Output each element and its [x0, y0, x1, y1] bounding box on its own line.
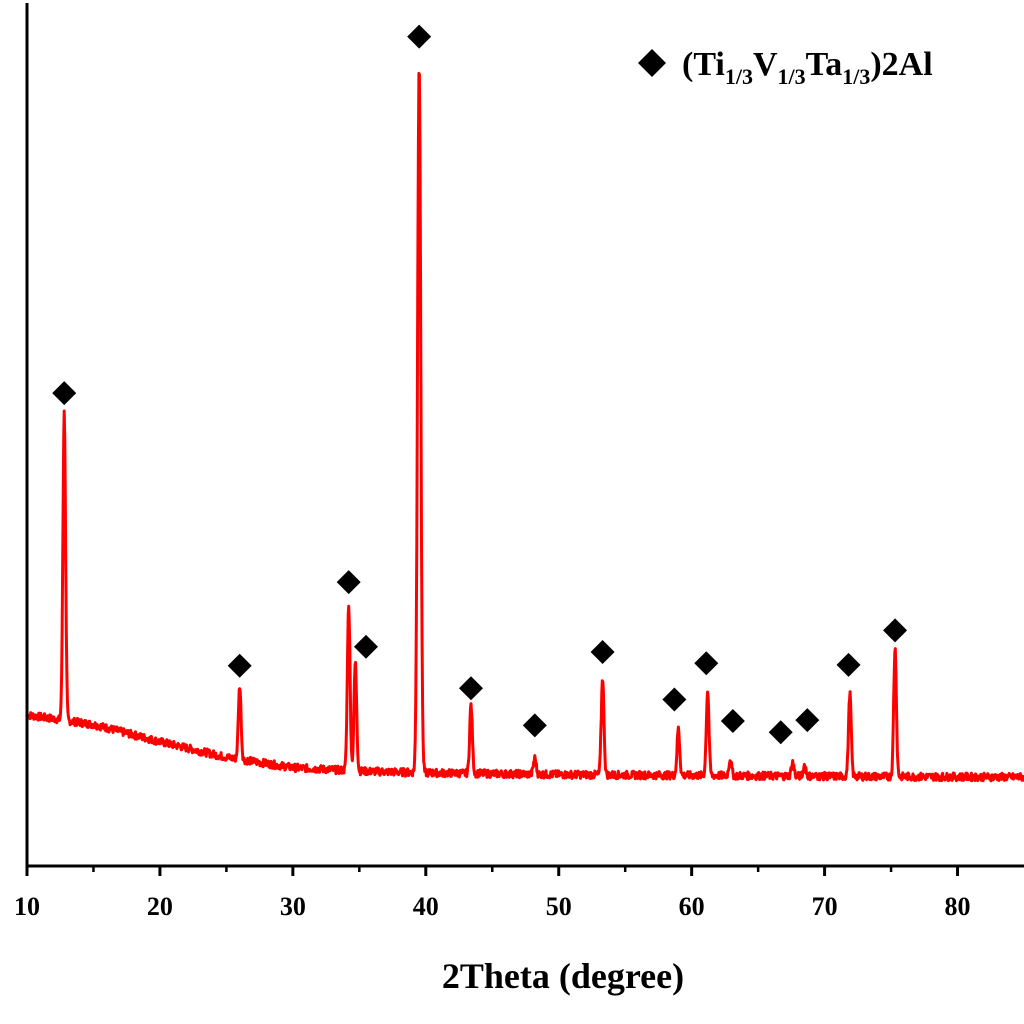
peak-marker-11: [720, 709, 745, 734]
x-tick-label-70: 70: [812, 892, 838, 921]
peak-marker-10: [694, 651, 719, 676]
legend-diamond-icon: [638, 49, 666, 77]
x-tick-label-10: 10: [14, 892, 40, 921]
peak-markers: [52, 24, 908, 745]
legend-label: (Ti1/3V1/3Ta1/3)2Al: [682, 46, 933, 89]
series-line: [26, 71, 1024, 783]
peak-marker-4: [353, 634, 378, 659]
peak-marker-8: [590, 639, 615, 664]
peak-marker-7: [522, 713, 547, 738]
peak-marker-12: [768, 720, 793, 745]
peak-marker-5: [407, 24, 432, 49]
x-tick-label-50: 50: [546, 892, 572, 921]
peak-marker-6: [458, 676, 483, 701]
peak-marker-15: [883, 618, 908, 643]
peak-marker-2: [227, 653, 252, 678]
peak-marker-3: [336, 570, 361, 595]
x-tick-label-20: 20: [147, 892, 173, 921]
x-ticks: 10 20 30 40 50 60 70 80: [14, 866, 971, 921]
x-tick-label-40: 40: [413, 892, 439, 921]
peak-marker-9: [662, 687, 687, 712]
x-axis-title: 2Theta (degree): [442, 956, 684, 996]
legend: (Ti1/3V1/3Ta1/3)2Al: [638, 46, 933, 89]
peak-marker-1: [52, 381, 77, 406]
x-tick-label-80: 80: [945, 892, 971, 921]
axes: [25, 3, 1024, 868]
x-tick-label-60: 60: [679, 892, 705, 921]
x-tick-label-30: 30: [280, 892, 306, 921]
plot-area: [26, 71, 1024, 783]
peak-marker-13: [795, 708, 820, 733]
peak-marker-14: [836, 652, 861, 677]
